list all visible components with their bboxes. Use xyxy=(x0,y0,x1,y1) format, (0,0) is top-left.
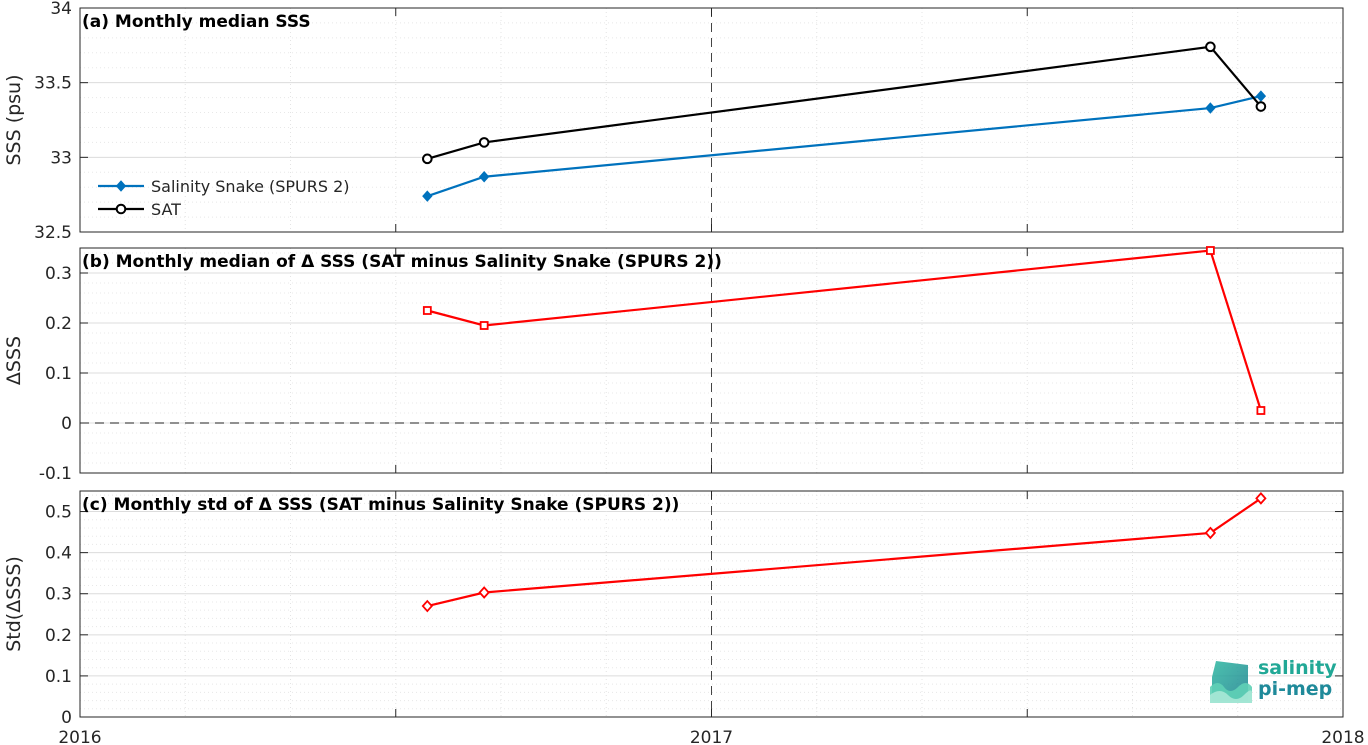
series-line xyxy=(427,45,1262,160)
data-point xyxy=(1255,101,1267,112)
data-point xyxy=(1205,246,1215,255)
logo-waves-icon xyxy=(1210,661,1252,703)
x-tick-label: 2018 xyxy=(1321,728,1364,745)
x-tick-label: 2016 xyxy=(58,728,101,745)
panel-c: 0 0.1 0.2 0.3 0.4 0.5 Std(ΔSSS) (c) Monthly std… xyxy=(3,490,1344,728)
series-1 xyxy=(422,90,1267,202)
legend-marker xyxy=(115,203,127,215)
data-point xyxy=(422,153,433,165)
data-point xyxy=(422,190,433,202)
y-tick-label: 0.2 xyxy=(45,314,72,334)
panel-b: -0.1 0 0.1 0.2 0.3 ΔSSS (b) Monthly median of … xyxy=(3,246,1344,484)
series-line xyxy=(426,95,1262,198)
y-tick-label: 0.1 xyxy=(45,364,72,384)
logo-text-salinity: salinity xyxy=(1258,657,1337,679)
series-line xyxy=(427,497,1262,608)
y-tick-label: 32.5 xyxy=(34,223,72,243)
panel-title: (b) Monthly median of Δ SSS (SAT minus S… xyxy=(82,252,722,272)
legend-label: SAT xyxy=(151,200,181,219)
legend-label: Salinity Snake (SPURS 2) xyxy=(151,177,350,196)
data-point xyxy=(479,321,489,330)
panel-title: (c) Monthly std of Δ SSS (SAT minus Sali… xyxy=(82,495,679,515)
y-axis-label: ΔSSS xyxy=(3,336,25,385)
x-tick-label: 2017 xyxy=(690,728,733,745)
y-tick-label: 0.3 xyxy=(45,264,72,284)
data-point xyxy=(478,586,490,599)
y-tick-label: 0 xyxy=(61,414,72,434)
y-tick-label: 0.1 xyxy=(45,667,72,687)
y-tick-label: 0.3 xyxy=(45,585,72,605)
series-1 xyxy=(421,492,1267,613)
y-tick-label: 33 xyxy=(50,148,72,168)
y-tick-label: 0.4 xyxy=(45,544,72,564)
series-2 xyxy=(422,41,1267,165)
y-axis-label: SSS (psu) xyxy=(3,74,25,165)
data-point xyxy=(1205,41,1216,53)
salinity-pimep-logo: salinity pi-mep xyxy=(1208,657,1338,705)
y-tick-label: -0.1 xyxy=(39,464,72,484)
data-point xyxy=(1255,492,1267,505)
panel-a: 32.5 33 33.5 34 SSS (psu) (a) Monthly median … xyxy=(3,0,1344,243)
data-point xyxy=(421,599,434,613)
data-point xyxy=(422,306,432,315)
data-point xyxy=(478,170,490,183)
y-axis-label: Std(ΔSSS) xyxy=(3,556,25,652)
y-tick-label: 0.5 xyxy=(45,503,72,523)
series-line xyxy=(427,249,1262,411)
data-point xyxy=(1255,90,1267,102)
series-1 xyxy=(422,246,1266,415)
y-tick-label: 0 xyxy=(61,708,72,728)
data-point xyxy=(478,137,490,148)
legend-marker xyxy=(115,180,127,192)
panel-title: (a) Monthly median SSS xyxy=(82,12,311,32)
logo-text-pimep: pi-mep xyxy=(1258,678,1333,700)
data-point xyxy=(1205,102,1216,114)
legend: Salinity Snake (SPURS 2) SAT xyxy=(98,177,350,219)
data-point xyxy=(1256,406,1266,415)
y-tick-label: 34 xyxy=(50,0,72,19)
y-tick-label: 0.2 xyxy=(45,626,72,646)
data-point xyxy=(1204,526,1217,540)
y-tick-label: 33.5 xyxy=(34,74,72,94)
